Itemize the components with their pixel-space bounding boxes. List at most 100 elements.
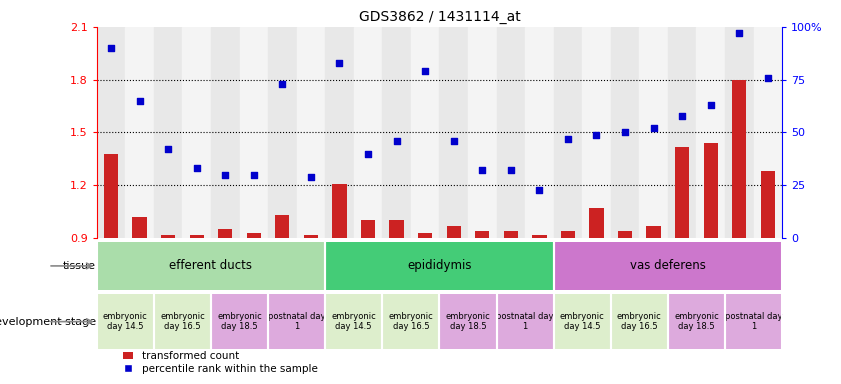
Bar	[725, 294, 782, 349]
Point	[419, 68, 432, 74]
Text: embryonic
day 14.5: embryonic day 14.5	[560, 312, 605, 331]
Text: efferent ducts: efferent ducts	[169, 260, 252, 272]
Text: vas deferens: vas deferens	[630, 260, 706, 272]
Bar	[182, 27, 211, 238]
Bar	[675, 147, 690, 384]
Text: postnatal day
1: postnatal day 1	[268, 312, 325, 331]
Bar	[189, 235, 204, 384]
Bar	[553, 242, 782, 290]
Point	[190, 165, 204, 171]
Bar	[354, 27, 383, 238]
Point	[447, 138, 460, 144]
Text: tissue: tissue	[63, 261, 96, 271]
Point	[276, 81, 289, 87]
Bar	[639, 27, 668, 238]
Bar	[218, 229, 232, 384]
Bar	[211, 294, 268, 349]
Bar	[504, 231, 518, 384]
Bar	[439, 294, 496, 349]
Bar	[561, 231, 575, 384]
Text: embryonic
day 14.5: embryonic day 14.5	[331, 312, 376, 331]
Bar	[332, 184, 346, 384]
Bar	[97, 294, 154, 349]
Bar	[553, 27, 582, 238]
Point	[133, 98, 146, 104]
Text: embryonic
day 14.5: embryonic day 14.5	[103, 312, 148, 331]
Point	[304, 174, 318, 180]
Bar	[468, 27, 496, 238]
Bar	[325, 294, 383, 349]
Bar	[154, 294, 211, 349]
Text: embryonic
day 18.5: embryonic day 18.5	[217, 312, 262, 331]
Point	[161, 146, 175, 152]
Bar	[611, 27, 639, 238]
Bar	[582, 27, 611, 238]
Point	[362, 151, 375, 157]
Bar	[97, 27, 125, 238]
Bar	[240, 27, 268, 238]
Bar	[618, 231, 632, 384]
Bar	[525, 27, 553, 238]
Point	[219, 172, 232, 178]
Text: development stage: development stage	[0, 316, 96, 327]
Bar	[154, 27, 182, 238]
Legend: transformed count, percentile rank within the sample: transformed count, percentile rank withi…	[119, 347, 322, 378]
Text: postnatal day
1: postnatal day 1	[496, 312, 554, 331]
Text: embryonic
day 16.5: embryonic day 16.5	[160, 312, 204, 331]
Bar	[496, 27, 525, 238]
Bar	[103, 154, 118, 384]
Bar	[668, 27, 696, 238]
Bar	[496, 294, 553, 349]
Bar	[268, 294, 325, 349]
Bar	[97, 242, 325, 290]
Bar	[439, 27, 468, 238]
Point	[704, 102, 717, 108]
Point	[675, 113, 689, 119]
Bar	[754, 27, 782, 238]
Bar	[418, 233, 432, 384]
Bar	[297, 27, 325, 238]
Point	[475, 167, 489, 174]
Bar	[246, 233, 261, 384]
Point	[247, 172, 261, 178]
Point	[647, 125, 660, 131]
Bar	[268, 27, 297, 238]
Text: postnatal day
1: postnatal day 1	[725, 312, 782, 331]
Bar	[733, 80, 747, 384]
Bar	[383, 294, 439, 349]
Point	[104, 45, 118, 51]
Bar	[590, 208, 604, 384]
Bar	[304, 235, 318, 384]
Bar	[761, 171, 775, 384]
Bar	[411, 27, 439, 238]
Bar	[132, 217, 146, 384]
Bar	[275, 215, 289, 384]
Bar	[553, 294, 611, 349]
Bar	[647, 226, 661, 384]
Bar	[532, 235, 547, 384]
Point	[390, 138, 404, 144]
Bar	[383, 27, 411, 238]
Bar	[161, 235, 175, 384]
Bar	[325, 27, 354, 238]
Point	[561, 136, 574, 142]
Text: embryonic
day 18.5: embryonic day 18.5	[674, 312, 719, 331]
Point	[590, 131, 603, 138]
Bar	[611, 294, 668, 349]
Bar	[696, 27, 725, 238]
Bar	[125, 27, 154, 238]
Title: GDS3862 / 1431114_at: GDS3862 / 1431114_at	[358, 10, 521, 25]
Point	[761, 74, 775, 81]
Text: epididymis: epididymis	[407, 260, 472, 272]
Point	[618, 129, 632, 136]
Bar	[447, 226, 461, 384]
Bar	[475, 231, 489, 384]
Bar	[668, 294, 725, 349]
Bar	[361, 220, 375, 384]
Text: embryonic
day 18.5: embryonic day 18.5	[446, 312, 490, 331]
Bar	[325, 242, 553, 290]
Point	[333, 60, 346, 66]
Text: embryonic
day 16.5: embryonic day 16.5	[389, 312, 433, 331]
Point	[504, 167, 517, 174]
Bar	[704, 143, 718, 384]
